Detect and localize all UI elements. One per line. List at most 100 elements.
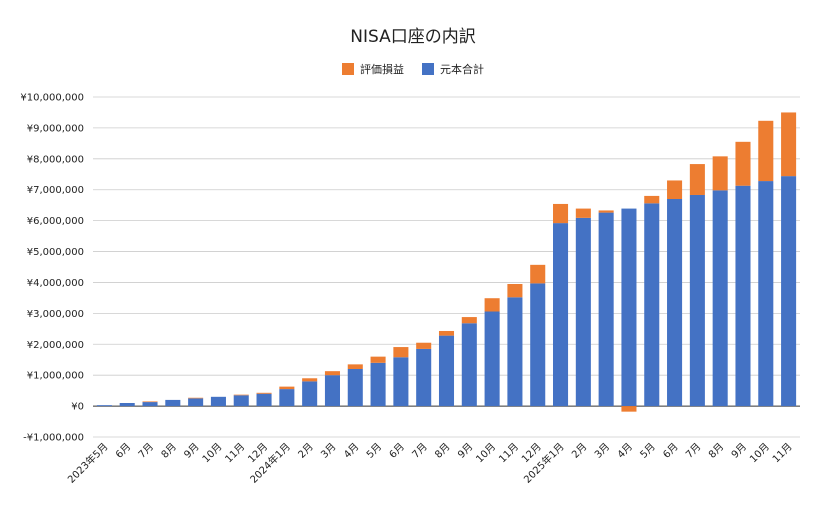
bar-principal [279,389,295,407]
legend-swatch-orange [342,63,354,75]
bar-principal [735,185,751,407]
bar-principal [188,398,204,407]
y-tick-label: ¥2,000,000 [27,340,84,351]
bar-gain [712,156,728,191]
bar-gain [256,392,272,394]
x-tick-label: 2023年5月 [65,440,111,486]
x-tick-label: 8月 [433,441,453,461]
x-tick-label: 9月 [182,441,202,461]
bar-gain [507,284,523,298]
bar-gain [302,378,318,382]
bar-principal [644,203,660,407]
chart-title: NISA口座の内訳 [350,27,476,47]
bar-gain [233,394,249,396]
bar-gain [575,208,591,218]
bar-gain [530,264,546,284]
bar-principal [347,369,363,407]
x-tick-label: 2月 [296,441,316,461]
bar-principal [142,402,158,407]
bar-principal [530,283,546,407]
x-tick-label: 4月 [615,441,635,461]
bar-principal [507,297,523,407]
bar-principal [667,199,683,407]
y-tick-label: -¥1,000,000 [23,433,84,444]
legend-label-principal-total: 元本合計 [440,63,484,76]
bar-principal [416,348,432,407]
legend-item-unrealized-gain: 評価損益 [342,61,404,77]
bar-gain [324,371,340,376]
x-tick-label: 9月 [729,441,749,461]
x-tick-label: 8月 [159,441,179,461]
x-tick-label: 2月 [569,441,589,461]
bar-gain [416,342,432,349]
bar-principal [119,403,135,407]
y-tick-label: ¥5,000,000 [27,247,84,258]
legend-item-principal-total: 元本合計 [422,61,484,77]
bar-gain [370,356,386,363]
y-tick-label: ¥4,000,000 [27,278,84,289]
bar-principal [438,335,455,407]
bar-gain [393,347,409,358]
bar-principal [302,381,318,407]
x-tick-label: 5月 [638,441,658,461]
y-tick-label: ¥1,000,000 [27,371,84,382]
y-tick-label: ¥0 [71,402,84,413]
bar-gain [438,330,455,336]
bar-principal [484,311,500,407]
x-tick-label: 7月 [683,441,703,461]
bar-principal [233,395,249,407]
x-tick-label: 6月 [661,441,681,461]
x-tick-label: 8月 [706,441,726,461]
bar-principal [575,217,591,407]
x-tick-label: 7月 [136,441,156,461]
bar-gain [781,112,797,177]
bar-principal [324,375,340,407]
legend-swatch-blue [422,63,434,75]
bar-principal [210,396,226,407]
bar-gain [758,120,774,182]
y-tick-label: ¥8,000,000 [27,154,84,165]
bar-principal [165,399,181,407]
chart-legend: 評価損益 元本合計 [0,61,826,77]
x-tick-label: 11月 [496,441,521,466]
bar-gain [142,401,158,403]
bar-principal [370,362,386,407]
bar-gain [667,180,683,199]
x-tick-label: 4月 [341,441,361,461]
bar-principal [96,405,112,407]
y-tick-label: ¥9,000,000 [27,123,84,134]
bar-gain [644,195,660,204]
x-tick-label: 10月 [747,441,772,466]
bar-principal [393,357,409,407]
y-tick-label: ¥7,000,000 [27,185,84,196]
bar-principal [621,208,637,407]
bar-principal [598,212,614,407]
bar-gain [279,386,295,390]
x-tick-label: 7月 [410,441,430,461]
bar-principal [781,176,797,407]
x-tick-label: 10月 [200,441,225,466]
x-tick-label: 9月 [455,441,475,461]
bar-principal [689,194,705,407]
bar-principal [256,393,272,407]
x-tick-label: 11月 [223,441,248,466]
bar-gain [735,141,751,186]
legend-label-unrealized-gain: 評価損益 [360,63,404,76]
bar-gain [621,406,637,412]
x-tick-label: 10月 [474,441,499,466]
bar-principal [553,223,569,407]
x-tick-label: 3月 [592,441,612,461]
y-tick-label: ¥3,000,000 [27,309,84,320]
bar-principal [758,181,774,407]
bar-gain [553,203,569,224]
y-tick-label: ¥6,000,000 [27,216,84,227]
x-tick-label: 3月 [319,441,339,461]
bar-gain [598,210,614,213]
bar-principal [712,190,728,407]
bar-gain [461,317,477,324]
bar-principal [461,323,477,407]
y-tick-label: ¥10,000,000 [20,93,84,104]
bar-gain [188,397,204,399]
